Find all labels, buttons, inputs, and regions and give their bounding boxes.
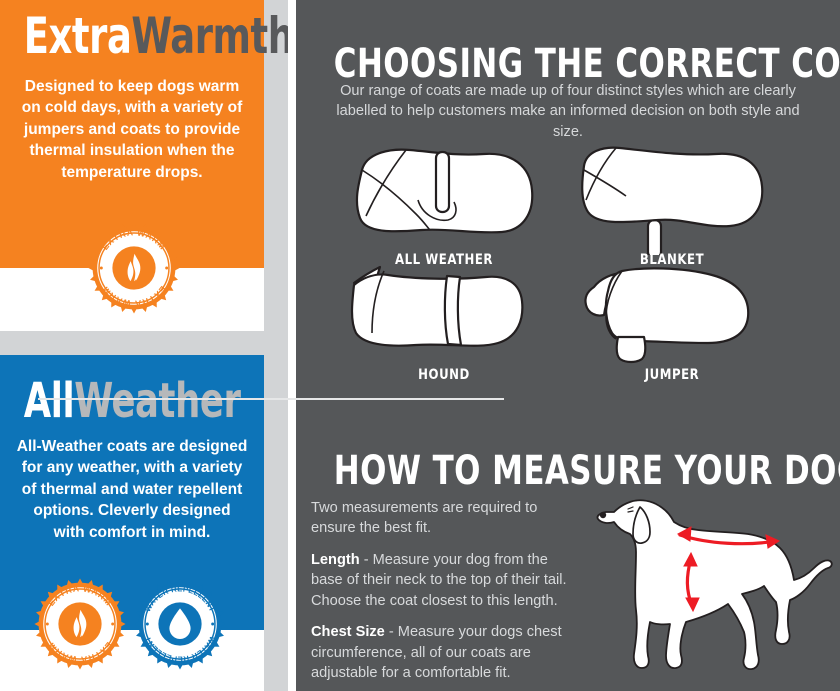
measure-intro: Two measurements are required to ensure … (311, 500, 538, 537)
badge-water-repellent: WATER REPELLENT WATER REPELLENT (134, 578, 226, 670)
measure-desc-length: - Measure your dog from the base of thei… (311, 551, 567, 609)
choosing-subtitle: Our range of coats are made up of four d… (336, 82, 800, 141)
measure-item-length: Length - Measure your dog from the base … (311, 550, 579, 611)
card-title-part1: Extra (23, 7, 132, 65)
page-title-measure: HOW TO MEASURE YOUR DOG (333, 448, 840, 495)
coat-illustration-hound: HOUND (344, 255, 544, 383)
measure-instructions: Two measurements are required to ensure … (311, 498, 579, 683)
chest-measure-arrow (683, 551, 700, 613)
flame-icon (73, 609, 87, 638)
coat-illustration-all-weather: ALL WEATHER (344, 140, 544, 268)
coat-label-hound: HOUND (418, 367, 470, 383)
card-body-extra-warmth: Designed to keep dogs warm on cold days,… (21, 78, 243, 181)
card-title-part2: Warmth (131, 7, 294, 65)
card-body-all-weather: All-Weather coats are designed for any w… (16, 438, 248, 541)
water-drop-icon (169, 608, 191, 639)
measure-term-chest: Chest Size (311, 624, 385, 641)
coat-label-all-weather: ALL WEATHER (394, 252, 494, 268)
flame-icon (127, 253, 141, 282)
coat-illustration-jumper: JUMPER (572, 255, 772, 383)
card-title-all-weather: AllWeather (24, 377, 241, 425)
left-column: ExtraWarmth Designed to keep dogs warm o… (0, 0, 294, 691)
badge-extra-warm: EXTRA WARM EXTRA WARM (34, 578, 126, 670)
section-divider (38, 398, 504, 400)
blue-band (0, 355, 264, 630)
measure-item-chest: Chest Size - Measure your dogs chest cir… (311, 622, 579, 683)
coat-label-blanket: BLANKET (639, 252, 705, 268)
badge-extra-warm: EXTRA WARM EXTRA WARM (88, 222, 180, 314)
card-title-extra-warmth: ExtraWarmth (24, 11, 294, 61)
page-title-choosing: CHOOSING THE CORRECT COAT (333, 40, 840, 87)
orange-band (0, 0, 264, 268)
length-measure-arrow (676, 526, 781, 549)
card-title-part2: Weather (74, 373, 241, 429)
card-extra-warmth (0, 0, 264, 331)
measure-desc-chest: - Measure your dogs chest circumference,… (311, 624, 562, 681)
coat-label-jumper: JUMPER (644, 367, 700, 383)
measure-term-length: Length (311, 551, 360, 568)
dog-illustration (592, 482, 836, 682)
card-title-part1: All (23, 373, 75, 429)
coat-illustration-blanket: BLANKET (572, 140, 772, 268)
panel-gutter (288, 0, 293, 691)
